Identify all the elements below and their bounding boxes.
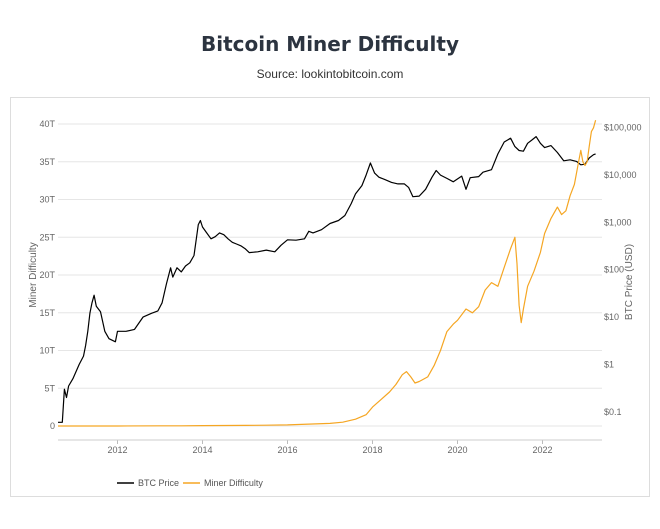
x-tick-label: 2018 [362,445,382,455]
x-tick-label: 2012 [107,445,127,455]
right-tick-label: $100 [604,265,624,275]
right-axis-title: BTC Price (USD) [624,244,635,320]
chart-frame [10,97,650,497]
right-tick-label: $100,000 [604,123,642,133]
legend: BTC Price Miner Difficulty [117,478,263,488]
left-tick-label: 40T [39,119,55,129]
right-axis-ticks: $0.1 $1 $10 $100 $1,000 $10,000 $100,000 [604,123,642,417]
right-tick-label: $10 [604,312,619,322]
left-tick-label: 5T [44,383,55,393]
right-tick-label: $10,000 [604,170,637,180]
x-tick-label: 2022 [532,445,552,455]
left-tick-label: 25T [39,232,55,242]
right-tick-label: $0.1 [604,407,622,417]
left-tick-label: 15T [39,308,55,318]
right-tick-label: $1 [604,359,614,369]
grid-lines [58,123,602,427]
left-tick-label: 0 [50,421,55,431]
legend-label[interactable]: Miner Difficulty [204,478,263,488]
x-tick-label: 2016 [277,445,297,455]
right-tick-label: $1,000 [604,217,632,227]
x-tick-label: 2014 [192,445,212,455]
left-tick-label: 30T [39,195,55,205]
chart-title: Bitcoin Miner Difficulty [200,32,459,56]
series-line-btc-price [58,136,596,423]
x-axis-ticks: 2012 2014 2016 2018 2020 2022 [107,440,553,455]
series-line-miner-difficulty [58,120,597,427]
left-axis-title: Miner Difficulty [28,242,39,307]
left-tick-label: 20T [39,270,55,280]
left-tick-label: 35T [39,157,55,167]
legend-label[interactable]: BTC Price [138,478,179,488]
left-axis-ticks: 0 5T 10T 15T 20T 25T 30T 35T 40T [39,119,55,431]
x-tick-label: 2020 [447,445,467,455]
chart-subtitle: Source: lookintobitcoin.com [256,67,404,81]
left-tick-label: 10T [39,346,55,356]
series-layer [58,120,597,427]
